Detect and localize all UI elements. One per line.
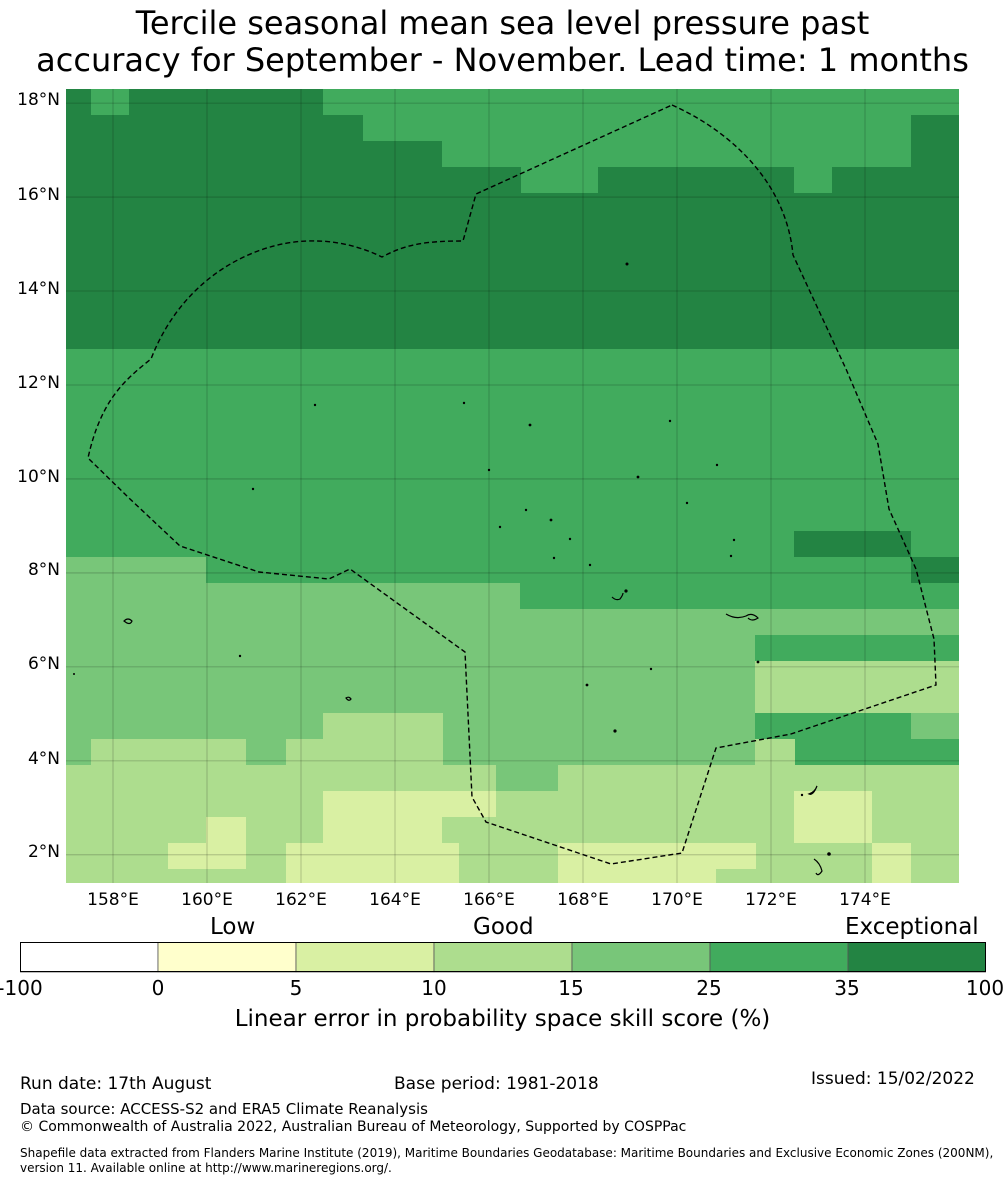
- skill-cell: [676, 531, 794, 557]
- lat-label-10n: 10°N: [17, 467, 60, 487]
- shapefile-credit: Shapefile data extracted from Flanders M…: [20, 1146, 994, 1175]
- colorbar-bin: [433, 942, 573, 973]
- colorbar-bin: [847, 942, 986, 973]
- colorbar-tick-5: 5: [289, 976, 303, 1000]
- island-outlines: [123, 592, 823, 876]
- skill-cell: [66, 479, 206, 557]
- lon-label-170e: 170°E: [651, 890, 703, 910]
- colorbar-tick-10: 10: [421, 976, 447, 1000]
- lat-label-14n: 14°N: [17, 279, 60, 299]
- lat-label-6n: 6°N: [27, 654, 60, 674]
- skill-cell: [794, 531, 911, 557]
- skill-cell: [911, 557, 959, 583]
- skill-cell: [66, 349, 128, 479]
- lon-label-166e: 166°E: [463, 890, 515, 910]
- skill-score-cells: [66, 89, 959, 883]
- colorbar-tick-15: 15: [558, 976, 584, 1000]
- skill-cell: [756, 843, 872, 883]
- skill-cell: [91, 739, 246, 765]
- skill-cell: [521, 167, 598, 193]
- skill-cell: [66, 635, 755, 661]
- data-source: Data source: ACCESS-S2 and ERA5 Climate …: [20, 1100, 428, 1118]
- atoll-dots: [73, 262, 831, 856]
- skill-cell: [91, 89, 129, 115]
- map-title-line-2: accuracy for September - November. Lead …: [36, 41, 969, 79]
- lat-label-2n: 2°N: [27, 842, 60, 862]
- colorbar-label: Linear error in probability space skill …: [234, 1006, 771, 1032]
- lat-label-16n: 16°N: [17, 185, 60, 205]
- skill-cell: [66, 739, 91, 765]
- skill-cell: [496, 765, 558, 791]
- skill-cell: [66, 609, 716, 635]
- lat-label-12n: 12°N: [17, 373, 60, 393]
- legend-header-exceptional: Exceptional: [845, 914, 979, 940]
- skill-score-map: [66, 89, 959, 883]
- colorbar-tick-0: 0: [151, 976, 165, 1000]
- skill-cell: [206, 505, 676, 557]
- skill-cell: [872, 843, 912, 883]
- skill-cell: [716, 843, 756, 869]
- skill-cell: [442, 141, 959, 167]
- colorbar-bin: [709, 942, 849, 973]
- lat-label-8n: 8°N: [27, 560, 60, 580]
- skill-cell: [66, 713, 323, 739]
- skill-cell: [363, 115, 959, 141]
- lon-label-174e: 174°E: [839, 890, 891, 910]
- skill-cell: [459, 843, 558, 883]
- skill-cell: [755, 739, 795, 765]
- skill-cell: [246, 739, 286, 765]
- lon-label-162e: 162°E: [275, 890, 327, 910]
- skill-cell: [520, 583, 716, 609]
- skill-cell: [911, 713, 959, 739]
- skill-cell: [558, 843, 716, 883]
- skill-cell: [716, 609, 959, 635]
- skill-cell: [286, 843, 459, 883]
- base-period: Base period: 1981-2018: [394, 1074, 599, 1094]
- lat-label-18n: 18°N: [17, 90, 60, 110]
- skill-cell: [911, 115, 959, 167]
- map-gridlines: [66, 89, 959, 883]
- colorbar-tick-25: 25: [696, 976, 722, 1000]
- colorbar-bin: [20, 942, 159, 973]
- skill-cell: [168, 843, 246, 869]
- skill-cell: [442, 817, 558, 843]
- skill-cell: [876, 583, 959, 609]
- skill-cell: [794, 791, 872, 843]
- skill-cell: [755, 661, 959, 713]
- lon-label-158e: 158°E: [87, 890, 139, 910]
- skill-cell: [794, 167, 832, 193]
- colorbar-bin: [295, 942, 435, 973]
- skill-cell: [443, 713, 755, 739]
- lon-label-160e: 160°E: [181, 890, 233, 910]
- lat-label-4n: 4°N: [27, 749, 60, 769]
- legend-header-good: Good: [473, 914, 534, 940]
- skill-cell: [323, 89, 959, 115]
- skill-cell: [246, 843, 286, 883]
- map-title-line-1: Tercile seasonal mean sea level pressure…: [135, 4, 870, 42]
- skill-cell: [443, 739, 755, 765]
- skill-cell: [716, 583, 876, 609]
- eez-boundary: [87, 104, 937, 865]
- run-date: Run date: 17th August: [20, 1074, 212, 1094]
- colorbar-tick-35: 35: [834, 976, 860, 1000]
- skill-cell: [66, 557, 206, 583]
- skill-cell: [66, 661, 755, 713]
- skill-cell: [911, 843, 959, 883]
- lon-label-164e: 164°E: [369, 890, 421, 910]
- colorbar-tick-minus100: -100: [0, 976, 43, 1000]
- colorbar-tick-100: 100: [965, 976, 1005, 1000]
- colorbar-bin: [571, 942, 711, 973]
- lon-label-168e: 168°E: [557, 890, 609, 910]
- skill-cell: [66, 557, 959, 583]
- lon-label-172e: 172°E: [745, 890, 797, 910]
- skill-cell: [66, 843, 168, 883]
- copyright: © Commonwealth of Australia 2022, Austra…: [20, 1119, 687, 1135]
- colorbar-bin: [157, 942, 297, 973]
- issued-date: Issued: 15/02/2022: [811, 1069, 975, 1089]
- colorbar: [20, 942, 986, 973]
- skill-cell: [323, 713, 443, 739]
- skill-cell: [206, 817, 246, 843]
- legend-header-low: Low: [210, 914, 256, 940]
